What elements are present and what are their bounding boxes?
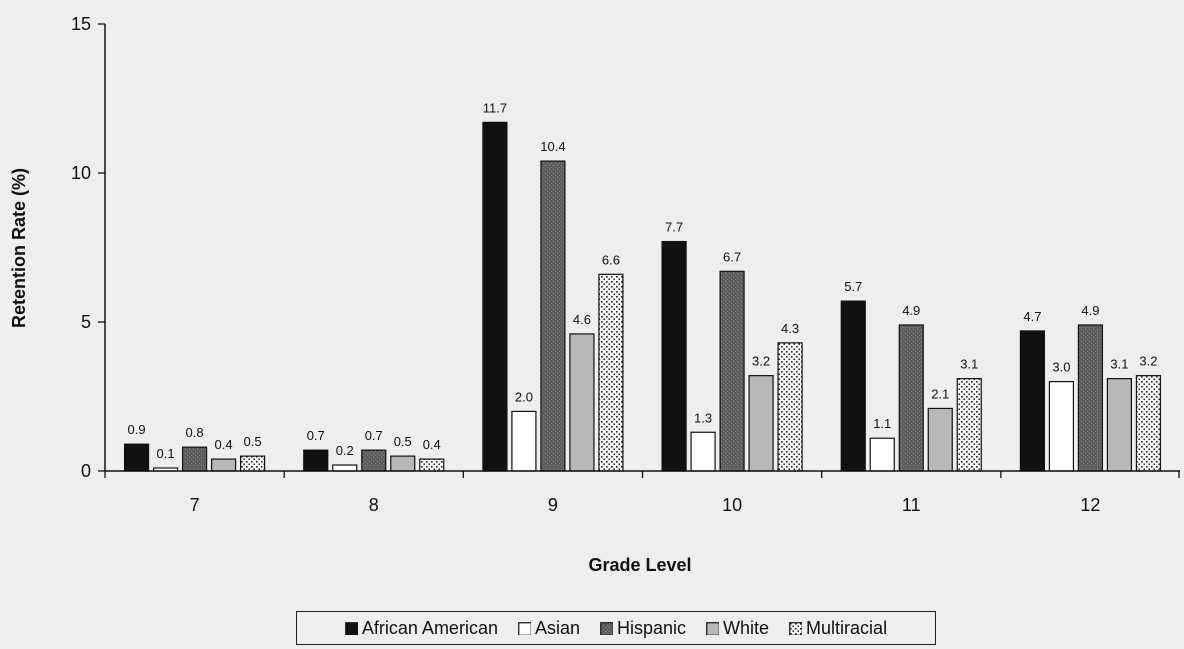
bar-multiracial-grade-7: [239, 455, 266, 472]
y-tick-label: 0: [81, 461, 91, 481]
x-axis-title: Grade Level: [588, 555, 691, 575]
bar-hispanic-grade-12: [1077, 324, 1104, 472]
data-label-multiracial-grade-9: 6.6: [602, 252, 620, 267]
y-axis-title: Retention Rate (%): [9, 168, 29, 328]
legend-swatch-asian: [518, 621, 531, 635]
bar-white-grade-8: [390, 455, 416, 472]
bar-multiracial-grade-9: [598, 273, 624, 472]
bar-asian-grade-10: [690, 431, 716, 472]
data-label-hispanic-grade-11: 4.9: [902, 303, 920, 318]
bar-african-american-grade-8: [303, 449, 329, 472]
data-label-african-american-grade-9: 11.7: [483, 100, 507, 115]
data-label-african-american-grade-7: 0.9: [128, 422, 146, 437]
data-label-multiracial-grade-10: 4.3: [781, 321, 799, 336]
data-label-hispanic-grade-7: 0.8: [186, 425, 204, 440]
legend-swatch-african-american: [345, 621, 358, 635]
legend-label-white: White: [723, 617, 770, 638]
bar-asian-grade-11: [869, 437, 895, 472]
x-tick-label: 9: [548, 495, 558, 515]
bar-african-american-grade-10: [661, 240, 687, 472]
legend-label-multiracial: Multiracial: [806, 617, 888, 638]
y-tick-label: 5: [81, 312, 91, 332]
y-tick-label: 15: [71, 14, 91, 34]
x-tick-label: 10: [722, 495, 742, 515]
data-label-white-grade-11: 2.1: [931, 386, 949, 401]
bar-african-american-grade-12: [1019, 330, 1046, 472]
data-label-hispanic-grade-9: 10.4: [540, 139, 565, 154]
bar-multiracial-grade-10: [777, 342, 803, 472]
data-label-white-grade-9: 4.6: [573, 312, 591, 327]
bar-white-grade-7: [210, 458, 237, 472]
data-label-african-american-grade-11: 5.7: [844, 279, 862, 294]
data-label-white-grade-8: 0.5: [394, 434, 412, 449]
bar-hispanic-grade-9: [540, 160, 566, 472]
bar-asian-grade-12: [1048, 381, 1075, 472]
bar-african-american-grade-7: [123, 443, 150, 472]
legend-item-african-american: African American: [345, 618, 498, 639]
axes-layer: 7 8 9 10 11 12 0 5 10 15: [71, 14, 1180, 515]
data-label-white-grade-10: 3.2: [752, 354, 770, 369]
bar-african-american-grade-9: [482, 121, 508, 472]
bar-white-grade-12: [1106, 378, 1133, 472]
bar-hispanic-grade-10: [719, 270, 745, 472]
bar-asian-grade-8: [332, 464, 358, 472]
data-label-hispanic-grade-10: 6.7: [723, 249, 741, 264]
data-label-asian-grade-11: 1.1: [873, 416, 891, 431]
data-label-multiracial-grade-12: 3.2: [1139, 354, 1157, 369]
data-label-asian-grade-9: 2.0: [515, 389, 533, 404]
data-label-asian-grade-12: 3.0: [1052, 360, 1070, 375]
bar-white-grade-11: [927, 407, 953, 472]
legend-swatch-white: [706, 621, 720, 635]
legend-label-hispanic: Hispanic: [617, 617, 687, 638]
legend-item-hispanic: Hispanic: [600, 618, 686, 639]
bar-white-grade-10: [748, 375, 774, 472]
bar-hispanic-grade-7: [181, 446, 208, 472]
bar-asian-grade-9: [511, 410, 537, 472]
bar-multiracial-grade-8: [419, 458, 445, 472]
bar-hispanic-grade-8: [361, 449, 387, 472]
data-label-asian-grade-8: 0.2: [336, 443, 354, 458]
bar-multiracial-grade-11: [956, 378, 982, 472]
bar-white-grade-9: [569, 333, 595, 472]
data-label-asian-grade-7: 0.1: [157, 446, 175, 461]
y-tick-label: 10: [71, 163, 91, 183]
bar-african-american-grade-11: [840, 300, 866, 472]
data-label-white-grade-12: 3.1: [1110, 357, 1128, 372]
legend-item-white: White: [706, 618, 769, 639]
data-label-african-american-grade-12: 4.7: [1023, 309, 1041, 324]
legend-swatch-multiracial: [789, 621, 803, 635]
x-tick-label: 7: [190, 495, 200, 515]
data-label-asian-grade-10: 1.3: [694, 410, 712, 425]
bars-layer: [123, 121, 1162, 472]
x-tick-label: 8: [369, 495, 379, 515]
legend-swatch-hispanic: [600, 621, 613, 635]
data-label-multiracial-grade-8: 0.4: [423, 437, 441, 452]
bar-multiracial-grade-12: [1135, 375, 1162, 472]
x-tick-label: 11: [902, 495, 921, 515]
bar-hispanic-grade-11: [898, 324, 924, 472]
x-tick-label: 12: [1080, 495, 1100, 515]
data-labels-layer: 0.9 0.1 0.8 0.4 0.5 0.7 0.2 0.7 0.5 0.4 11.7 2.0 10.…: [128, 100, 1158, 461]
data-label-multiracial-grade-7: 0.5: [244, 434, 262, 449]
legend-label-asian: Asian: [534, 617, 580, 638]
data-label-hispanic-grade-8: 0.7: [365, 428, 383, 443]
data-label-multiracial-grade-11: 3.1: [960, 357, 978, 372]
legend-label-african-american: African American: [361, 617, 498, 638]
data-label-african-american-grade-10: 7.7: [665, 220, 683, 235]
legend: African American Asian Hispanic White Multir…: [296, 611, 936, 645]
data-label-hispanic-grade-12: 4.9: [1081, 303, 1099, 318]
legend-item-multiracial: Multiracial: [789, 618, 887, 639]
data-label-white-grade-7: 0.4: [215, 437, 233, 452]
legend-item-asian: Asian: [518, 618, 580, 639]
data-label-african-american-grade-8: 0.7: [307, 428, 325, 443]
